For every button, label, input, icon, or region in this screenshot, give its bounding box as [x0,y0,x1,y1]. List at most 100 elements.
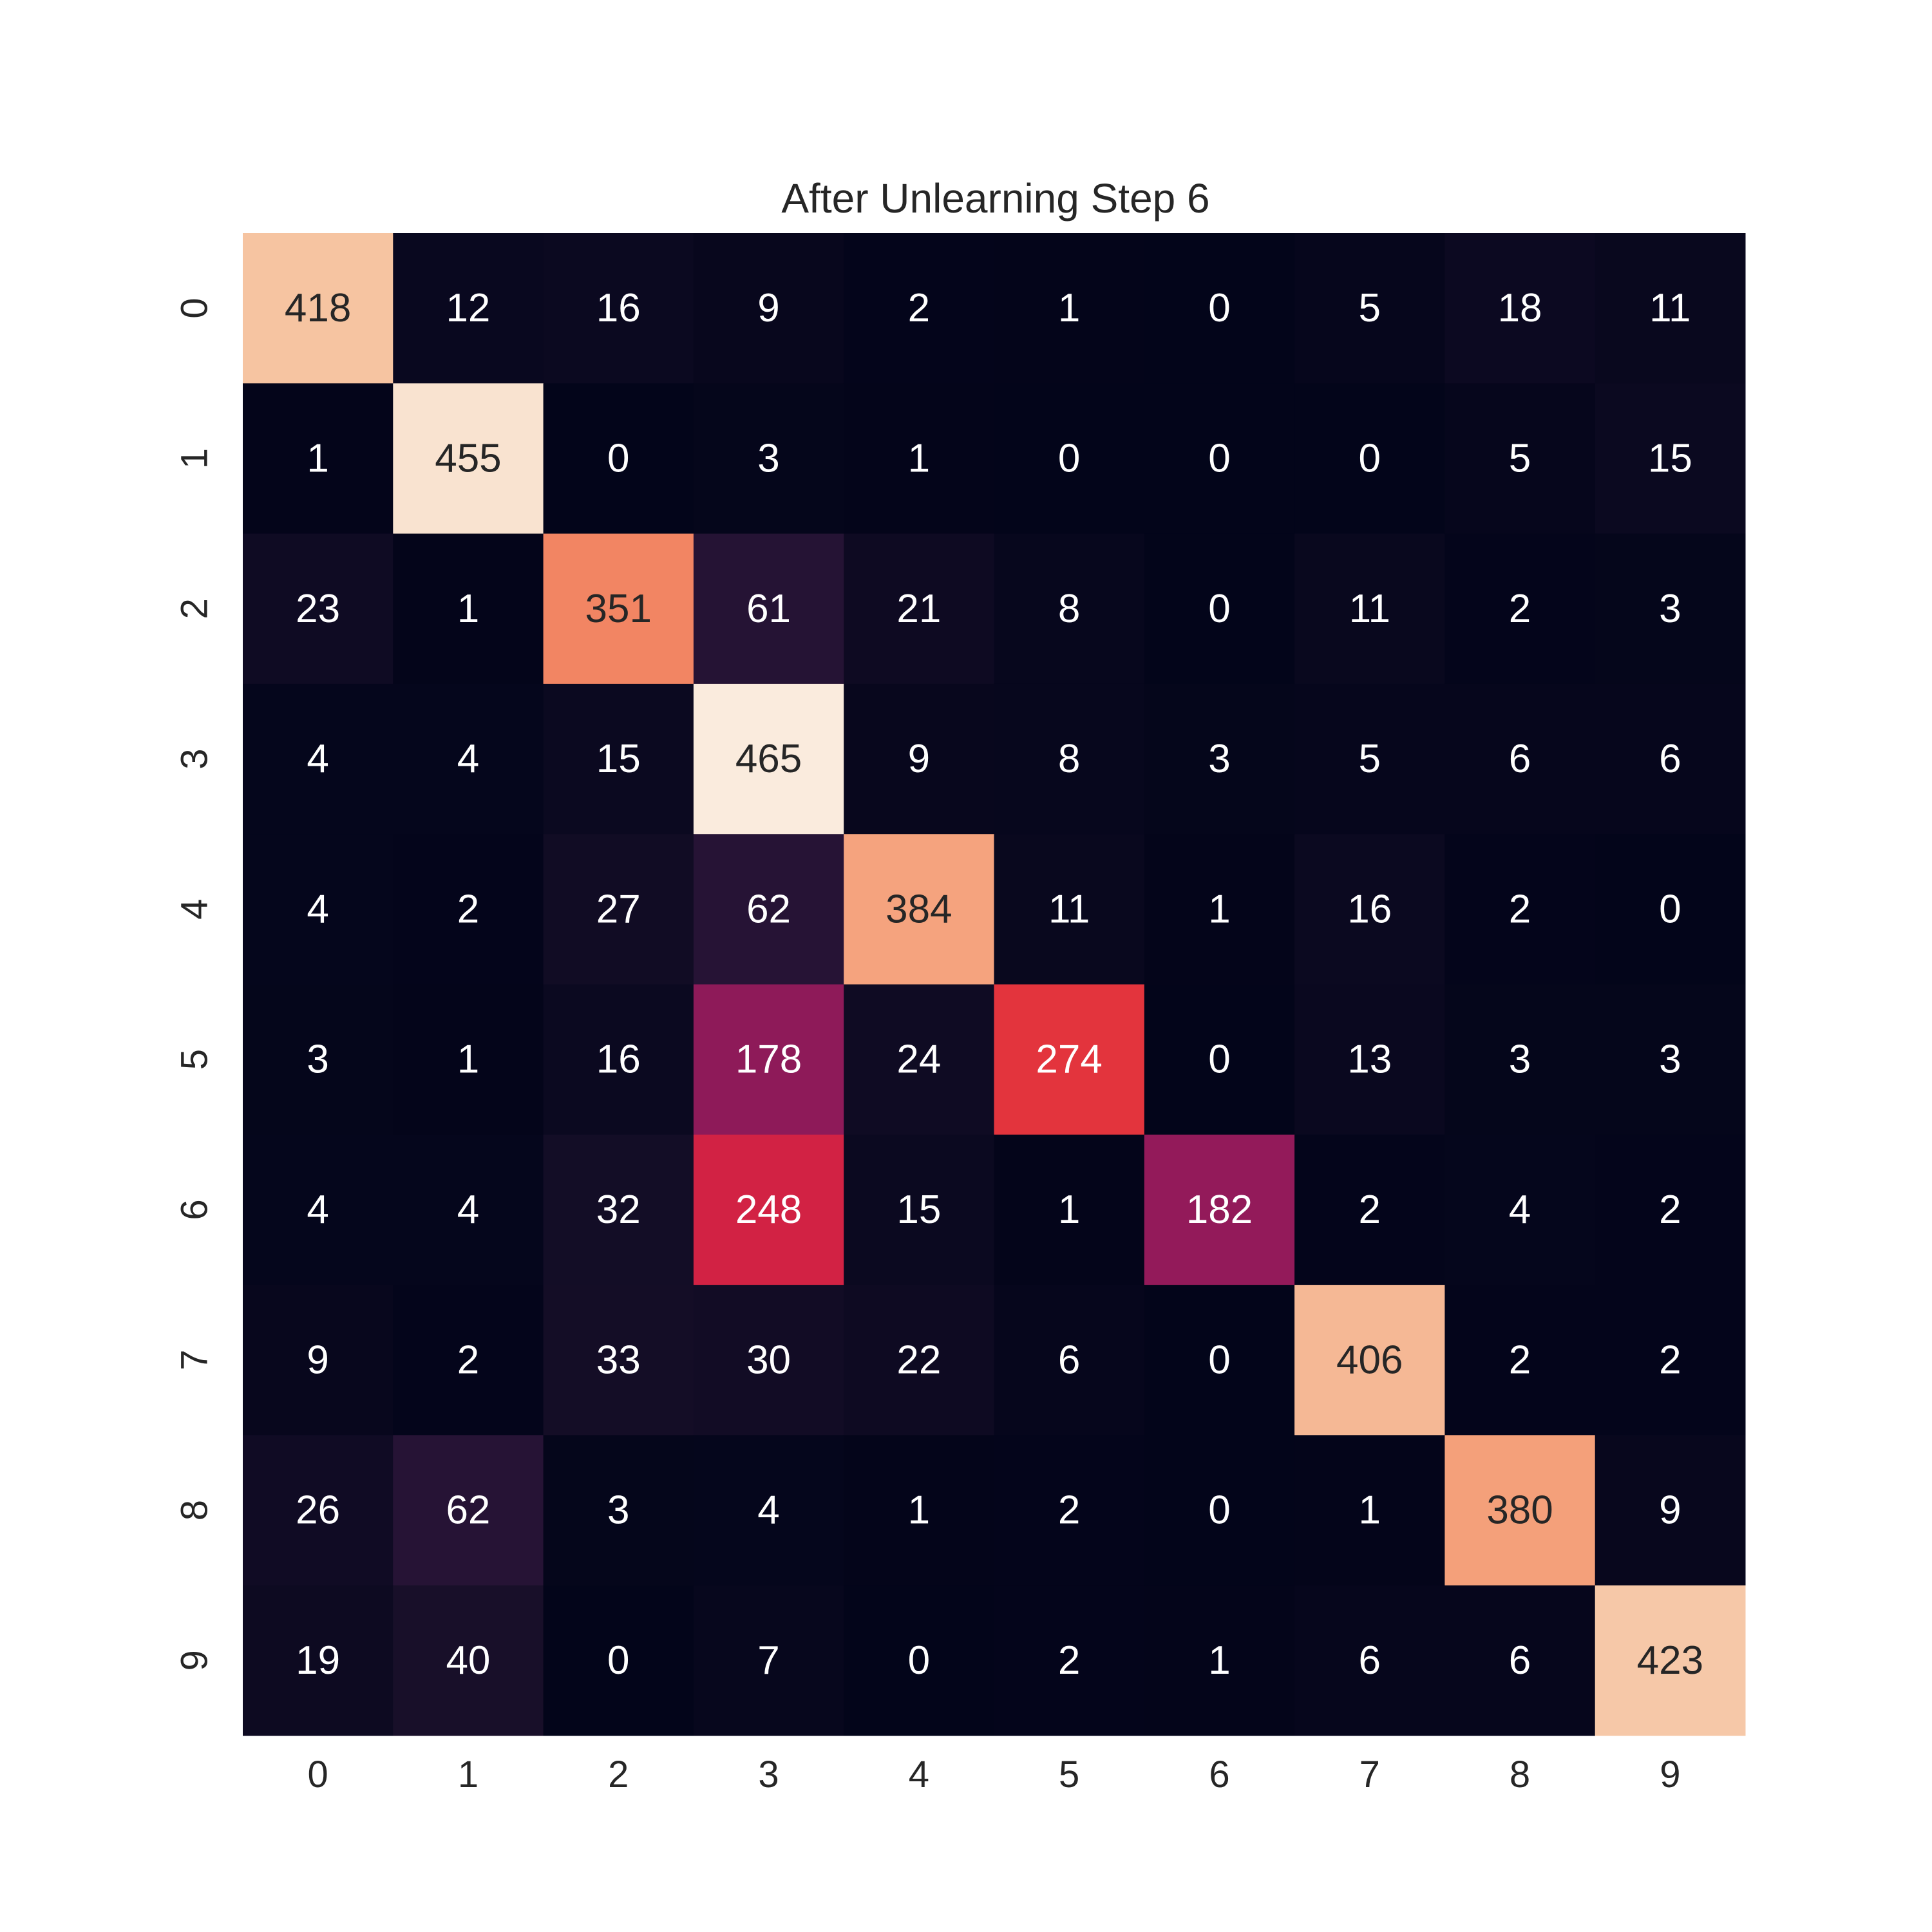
x-tick-label-6: 6 [1209,1754,1229,1795]
cell-value-r3-c3: 465 [735,737,802,781]
cell-value-r1-c2: 0 [607,436,629,480]
heatmap-cell-r7-c1 [393,1285,544,1435]
heatmap-cell-r9-c6 [1144,1585,1295,1736]
cell-value-r3-c6: 3 [1208,737,1230,781]
heatmap-cell-r7-c7 [1294,1285,1445,1435]
cell-value-r7-c3: 30 [746,1338,791,1382]
heatmap-cell-r1-c2 [543,383,694,535]
heatmap-cell-r9-c5 [994,1585,1145,1736]
cell-value-r5-c1: 1 [457,1037,479,1082]
cell-value-r5-c2: 16 [596,1037,641,1082]
heatmap-cell-r7-c4 [844,1285,994,1435]
heatmap-cell-r3-c7 [1294,683,1445,835]
heatmap-cell-r6-c1 [393,1134,544,1285]
cell-value-r5-c8: 3 [1509,1037,1531,1082]
cell-value-r9-c6: 1 [1208,1638,1230,1683]
heatmap-cell-r6-c0 [243,1134,393,1285]
heatmap-cell-r2-c3 [693,533,844,685]
cell-value-r2-c3: 61 [746,587,791,631]
cell-value-r5-c7: 13 [1347,1037,1392,1082]
heatmap-cell-r4-c9 [1595,834,1746,985]
heatmap-cell-r1-c4 [844,383,994,535]
cell-value-r5-c4: 24 [896,1037,941,1082]
heatmap-cell-r4-c7 [1294,834,1445,985]
heatmap-cell-r0-c8 [1444,233,1596,384]
heatmap-cell-r4-c2 [543,834,694,985]
cell-value-r6-c0: 4 [307,1188,328,1232]
cell-value-r0-c1: 12 [446,286,490,330]
heatmap-cell-r5-c6 [1144,984,1295,1135]
cell-value-r3-c5: 8 [1058,737,1080,781]
cell-value-r0-c7: 5 [1359,286,1381,330]
cell-value-r9-c7: 6 [1359,1638,1381,1683]
y-tick-label-1: 1 [174,448,216,469]
cell-value-r6-c7: 2 [1359,1188,1381,1232]
x-axis-ticks: 0 1 2 3 4 5 6 7 8 9 [308,1754,1681,1795]
heatmap-cell-r6-c5 [994,1134,1145,1285]
x-tick-label-9: 9 [1660,1754,1680,1795]
heatmap-cell-r6-c2 [543,1134,694,1285]
heatmap-cell-r4-c6 [1144,834,1295,985]
heatmap-cell-r2-c9 [1595,533,1746,685]
heatmap-cell-r2-c0 [243,533,393,685]
cell-value-r0-c4: 2 [908,286,930,330]
heatmap-cell-r0-c3 [693,233,844,384]
cell-value-r0-c0: 418 [285,286,351,330]
cell-value-r8-c4: 1 [908,1488,930,1533]
x-tick-label-5: 5 [1059,1754,1079,1795]
heatmap-cell-r8-c4 [844,1435,994,1586]
cell-value-r3-c9: 6 [1659,737,1681,781]
y-tick-label-3: 3 [174,748,216,769]
heatmap-cell-r7-c9 [1595,1285,1746,1435]
cell-value-r3-c0: 4 [307,737,328,781]
heatmap-cell-r6-c6 [1144,1134,1295,1285]
y-tick-label-9: 9 [174,1650,216,1671]
cell-value-r2-c0: 23 [296,587,340,631]
cell-value-r0-c2: 16 [596,286,641,330]
heatmap-cell-r3-c1 [393,683,544,835]
cell-value-r3-c7: 5 [1359,737,1381,781]
cell-value-r7-c7: 406 [1336,1338,1403,1382]
heatmap-cell-r5-c0 [243,984,393,1135]
heatmap-cell-r6-c9 [1595,1134,1746,1285]
cell-value-r1-c7: 0 [1359,436,1381,480]
heatmap-cell-r1-c5 [994,383,1145,535]
cell-value-r9-c2: 0 [607,1638,629,1683]
cell-value-r4-c4: 384 [886,887,952,931]
heatmap-cell-r9-c8 [1444,1585,1596,1736]
heatmap-cell-r4-c3 [693,834,844,985]
heatmap-cell-r2-c6 [1144,533,1295,685]
x-tick-label-4: 4 [909,1754,929,1795]
cell-value-r8-c8: 380 [1486,1488,1553,1533]
heatmap-cell-r1-c0 [243,383,393,535]
cell-value-r1-c6: 0 [1208,436,1230,480]
heatmap-cell-r2-c1 [393,533,544,685]
cell-value-r5-c6: 0 [1208,1037,1230,1082]
cell-value-r0-c5: 1 [1058,286,1080,330]
heatmap-cell-r9-c7 [1294,1585,1445,1736]
x-tick-label-1: 1 [458,1754,478,1795]
x-tick-label-3: 3 [758,1754,779,1795]
y-tick-label-6: 6 [174,1199,216,1220]
heatmap-cell-r3-c5 [994,683,1145,835]
heatmap-cell-r6-c4 [844,1134,994,1285]
heatmap-cell-r5-c9 [1595,984,1746,1135]
heatmap-cell-r6-c7 [1294,1134,1445,1285]
cell-value-r7-c0: 9 [307,1338,328,1382]
cell-value-r1-c3: 3 [757,436,779,480]
y-tick-label-0: 0 [174,298,216,319]
heatmap-cell-r3-c6 [1144,683,1295,835]
cell-value-r4-c6: 1 [1208,887,1230,931]
heatmap-cell-r2-c2 [543,533,694,685]
heatmap-cell-r6-c8 [1444,1134,1596,1285]
heatmap-cell-r0-c0 [243,233,393,384]
heatmap-cell-r2-c7 [1294,533,1445,685]
heatmap-cell-r7-c6 [1144,1285,1295,1435]
cell-value-r8-c1: 62 [446,1488,490,1533]
cell-value-r8-c9: 9 [1659,1488,1681,1533]
cell-value-r7-c5: 6 [1058,1338,1080,1382]
heatmap-cell-r9-c1 [393,1585,544,1736]
cell-value-r2-c2: 351 [585,587,652,631]
heatmap-cell-r1-c9 [1595,383,1746,535]
